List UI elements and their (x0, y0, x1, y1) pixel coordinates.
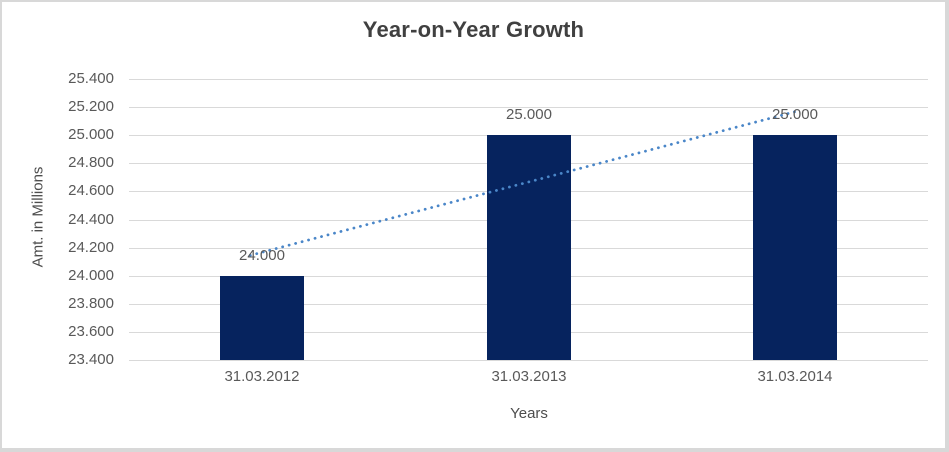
bar-31.03.2013 (487, 135, 571, 360)
data-label: 25.000 (772, 106, 818, 123)
gridline (129, 79, 928, 80)
y-tick-label: 24.200 (68, 239, 114, 256)
chart-title: Year-on-Year Growth (362, 17, 585, 42)
bar-31.03.2012 (220, 276, 304, 360)
y-tick-label: 25.400 (68, 70, 114, 87)
y-tick-label: 23.800 (68, 295, 114, 312)
y-tick-label: 23.400 (68, 351, 114, 368)
y-tick-label: 25.000 (68, 126, 114, 143)
x-tick-label: 31.03.2014 (757, 368, 833, 385)
data-label: 24.000 (239, 247, 285, 264)
data-label: 25.000 (506, 106, 552, 123)
x-tick-label: 31.03.2012 (224, 368, 300, 385)
y-tick-label: 23.600 (68, 323, 114, 340)
gridline (129, 360, 928, 361)
y-tick-label: 24.800 (68, 154, 114, 171)
x-tick-label: 31.03.2013 (491, 368, 567, 385)
y-tick-label: 24.000 (68, 267, 114, 284)
bar-31.03.2014 (753, 135, 837, 360)
y-tick-label: 24.600 (68, 182, 114, 199)
x-axis-title: Years (510, 405, 548, 422)
y-tick-label: 24.400 (68, 211, 114, 228)
y-tick-label: 25.200 (68, 98, 114, 115)
